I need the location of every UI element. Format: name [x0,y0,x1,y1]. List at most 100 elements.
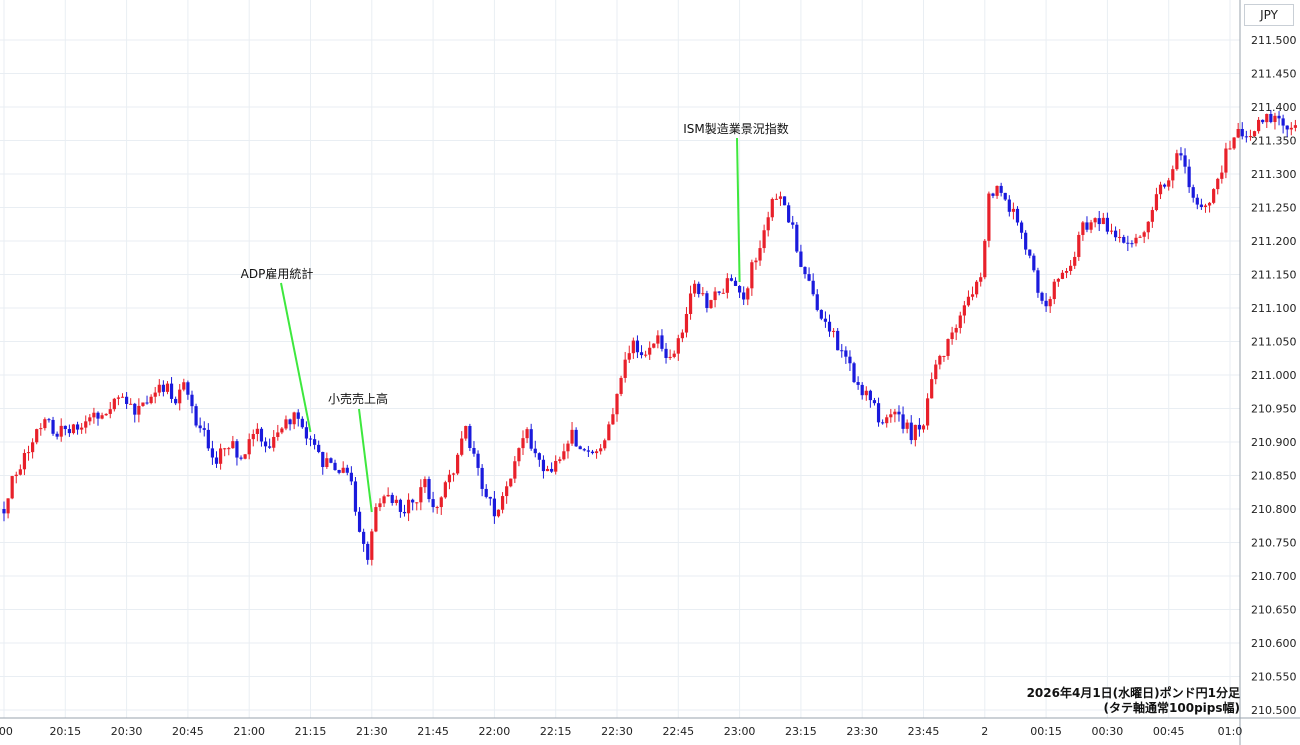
candle-body [415,502,419,504]
candle-up [1146,221,1150,240]
currency-label[interactable]: JPY [1244,4,1294,26]
x-tick-label: :00 [0,725,13,738]
candle-up [1048,296,1052,313]
candle-down [337,469,341,475]
candle-up [378,498,382,512]
candle-down [125,392,129,410]
candle-up [930,372,934,399]
candle-up [280,427,284,435]
candle-body [480,467,484,489]
candle-body [1224,148,1228,173]
candle-body [913,424,917,441]
candle-down [484,484,488,499]
candle-down [133,402,137,423]
candle-up [247,433,251,460]
candle-up [1167,177,1171,191]
candle-body [431,499,435,508]
candle-body [18,469,22,475]
candle-down [909,415,913,445]
candle-body [537,453,541,460]
candle-body [664,348,668,358]
candle-up [1056,277,1060,287]
x-tick-label: 21:15 [295,725,327,738]
candle-body [26,452,31,454]
candle-body [1113,230,1118,238]
candle-body [905,422,909,429]
candle-body [47,419,51,421]
candle-body [566,443,570,452]
candle-body [1285,125,1289,130]
candle-body [247,439,251,455]
candle-body [615,393,619,415]
candle-up [1273,112,1277,130]
candle-body [349,472,353,482]
candle-body [909,422,913,441]
candle-down [1015,206,1020,226]
candle-body [840,350,844,352]
candle-body [836,330,840,351]
candle-body [2,509,6,514]
candle-up [562,443,566,461]
candle-body [186,382,190,395]
candle-up [382,494,386,508]
candle-down [1130,240,1134,248]
candle-down [578,445,582,450]
candle-body [394,499,398,503]
candle-body [803,266,807,275]
candle-body [223,448,227,450]
candle-up [525,427,529,444]
x-tick-label: 21:00 [233,725,265,738]
candle-down [872,397,877,406]
candle-body [112,398,116,410]
candle-up [1138,235,1142,238]
candle-up [921,424,926,433]
y-tick-label: 211.400 [1251,101,1297,114]
candle-up [80,423,84,434]
candle-down [550,462,554,473]
candle-body [451,473,456,475]
candle-body [795,224,799,252]
candle-body [218,448,223,464]
candle-body [958,315,962,328]
candle-body [1011,208,1016,212]
candle-body [1142,232,1146,237]
candle-down [901,406,905,434]
candle-body [1277,115,1281,119]
candle-up [141,402,145,407]
candle-down [353,477,358,516]
candle-up [545,465,550,472]
candle-down [1007,195,1011,217]
candle-up [672,350,676,359]
candle-up [1064,268,1069,279]
candle-down [333,459,337,471]
candle-body [317,444,321,452]
candle-down [263,437,268,453]
candle-body [991,193,995,196]
candle-body [67,429,71,434]
candle-body [353,481,358,512]
candle-up [447,469,452,490]
candle-body [627,353,631,360]
candle-down [1105,212,1109,235]
candle-body [680,332,684,339]
y-tick-label: 211.450 [1251,68,1297,81]
x-tick-label: 00:15 [1030,725,1062,738]
candle-body [1244,136,1248,138]
candle-down [427,476,431,503]
candle-up [925,393,930,430]
candle-body [864,390,868,396]
candle-down [145,395,149,405]
candle-up [1101,212,1105,225]
candle-body [1203,205,1208,207]
candle-up [1252,130,1257,137]
annotation-label: 小売売上高 [328,391,388,406]
candle-up [1236,122,1240,139]
candle-body [876,403,881,423]
candle-up [182,378,186,392]
candle-body [137,405,141,415]
candle-down [51,416,55,436]
candle-up [218,443,223,470]
candle-up [165,381,170,395]
